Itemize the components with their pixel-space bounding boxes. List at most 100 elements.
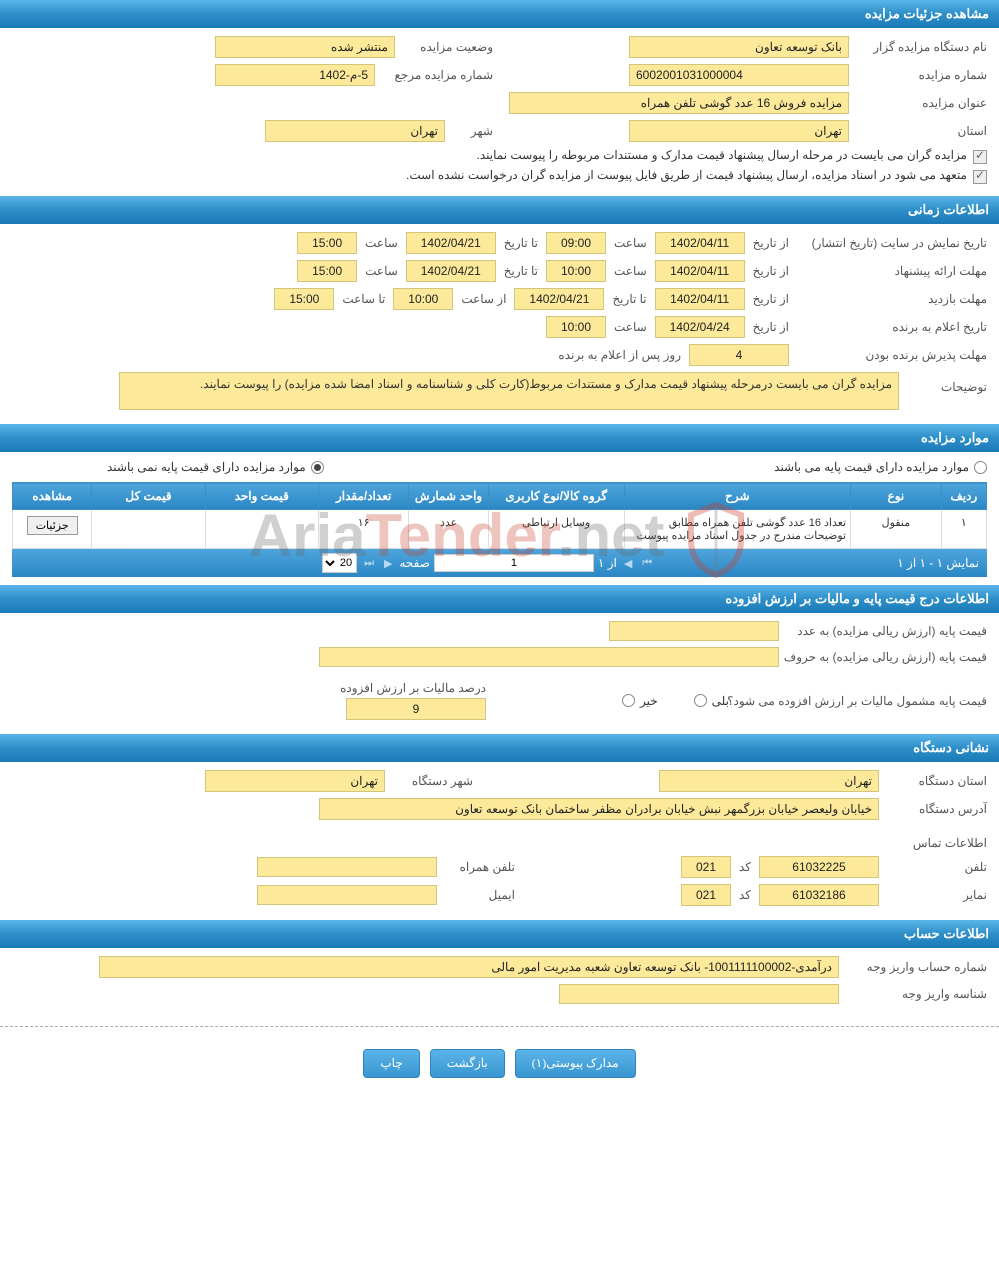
org-address-label: آدرس دستگاه [887, 802, 987, 816]
proposal-from-date: 1402/04/11 [655, 260, 745, 282]
cell-unit: عدد [409, 510, 488, 549]
org-value: بانک توسعه تعاون [629, 36, 849, 58]
proposal-from-hour: 10:00 [546, 260, 606, 282]
back-button[interactable]: بازگشت [430, 1049, 505, 1078]
ref-label: شماره مزایده مرجع [383, 68, 493, 82]
org-province-value: تهران [659, 770, 879, 792]
vat-percent-label: درصد مالیات بر ارزش افزوده [340, 681, 486, 695]
radio-no-base-label: موارد مزایده دارای قیمت پایه نمی باشند [107, 460, 306, 474]
pager-next-icon[interactable]: ▶ [381, 557, 395, 570]
items-table: ردیف نوع شرح گروه کالا/نوع کاربری واحد ش… [12, 482, 987, 549]
col-qty: تعداد/مقدار [318, 483, 409, 510]
hour-label-3: ساعت [614, 264, 647, 278]
org-address-value: خیابان ولیعصر خیابان بزرگمهر نبش خیابان … [319, 798, 879, 820]
pager-prev-icon[interactable]: ◀ [621, 557, 635, 570]
radio-vat-yes[interactable]: بلی [694, 694, 729, 708]
display-to-hour: 15:00 [297, 232, 357, 254]
email-label: ایمیل [445, 888, 515, 902]
proposal-to-date: 1402/04/21 [406, 260, 496, 282]
col-group: گروه کالا/نوع کاربری [488, 483, 624, 510]
col-view: مشاهده [13, 483, 92, 510]
fax-value: 61032186 [759, 884, 879, 906]
col-type: نوع [851, 483, 942, 510]
deposit-id-label: شناسه واریز وجه [847, 987, 987, 1001]
checkbox-docs-icon [973, 150, 987, 164]
org-label: نام دستگاه مزایده گزار [857, 40, 987, 54]
title-label: عنوان مزایده [857, 96, 987, 110]
number-value: 6002001031000004 [629, 64, 849, 86]
radio-has-base[interactable]: موارد مزایده دارای قیمت پایه می باشند [774, 460, 987, 474]
deposit-label: شماره حساب واریز وجه [847, 960, 987, 974]
radio-no-base[interactable]: موارد مزایده دارای قیمت پایه نمی باشند [107, 460, 324, 474]
province-label: استان [857, 124, 987, 138]
col-total-price: قیمت کل [92, 483, 205, 510]
org-city-value: تهران [205, 770, 385, 792]
pager-showing: نمایش ۱ - ۱ از ۱ [897, 556, 979, 570]
proposal-label: مهلت ارائه پیشنهاد [797, 264, 987, 278]
pager-last-icon[interactable]: ⏭ [361, 557, 377, 570]
radio-has-base-label: موارد مزایده دارای قیمت پایه می باشند [774, 460, 969, 474]
status-label: وضعیت مزایده [403, 40, 493, 54]
announce-date: 1402/04/24 [655, 316, 745, 338]
radio-no-label: خیر [640, 694, 658, 708]
col-unit: واحد شمارش [409, 483, 488, 510]
from-date-label-2: از تاریخ [753, 264, 789, 278]
hour-label-4: ساعت [365, 264, 398, 278]
cell-unit-price [205, 510, 318, 549]
contact-label: اطلاعات تماس [887, 836, 987, 850]
cell-type: منقول [851, 510, 942, 549]
base-text-label: قیمت پایه (ارزش ریالی مزایده) به حروف [787, 650, 987, 664]
visit-from-hour: 10:00 [393, 288, 453, 310]
pager-first-icon[interactable]: ⏮ [639, 557, 655, 570]
radio-yes-label: بلی [712, 694, 729, 708]
to-date-label-2: تا تاریخ [504, 264, 538, 278]
base-text-value [319, 647, 779, 667]
radio-vat-no[interactable]: خیر [622, 694, 658, 708]
fax-label: نمایر [887, 888, 987, 902]
section-header-org: نشانی دستگاه [0, 734, 999, 762]
to-hour-label: تا ساعت [342, 292, 385, 306]
announce-label: تاریخ اعلام به برنده [797, 320, 987, 334]
pager-bar: نمایش ۱ - ۱ از ۱ ⏮ ◀ از ۱ صفحه ▶ ⏭ 20 [12, 549, 987, 577]
pager-page-input[interactable] [434, 554, 594, 572]
print-button[interactable]: چاپ [363, 1049, 419, 1078]
phone-code: 021 [681, 856, 731, 878]
from-date-label-3: از تاریخ [753, 292, 789, 306]
hour-label-1: ساعت [614, 236, 647, 250]
checkbox-commit-label: متعهد می شود در اسناد مزایده، ارسال پیشن… [406, 168, 967, 182]
visit-label: مهلت بازدید [797, 292, 987, 306]
details-button[interactable]: جزئیات [27, 516, 78, 535]
org-province-label: استان دستگاه [887, 774, 987, 788]
phone-label: تلفن [887, 860, 987, 874]
deposit-id-value [559, 984, 839, 1004]
attachments-button[interactable]: مدارک پیوستی(۱) [515, 1049, 636, 1078]
mobile-label: تلفن همراه [445, 860, 515, 874]
proposal-to-hour: 15:00 [297, 260, 357, 282]
divider [0, 1026, 999, 1027]
table-row: ۱ منقول تعداد 16 عدد گوشی تلفن همراه مطا… [13, 510, 987, 549]
pager-page-label: صفحه [399, 556, 429, 570]
col-desc: شرح [624, 483, 851, 510]
fax-code: 021 [681, 884, 731, 906]
hour-label-2: ساعت [365, 236, 398, 250]
radio-icon [622, 694, 635, 707]
ref-value: 5-م-1402 [215, 64, 375, 86]
vat-percent-value: 9 [346, 698, 486, 720]
desc-value: مزایده گران می بایست درمرحله پیشنهاد قیم… [119, 372, 899, 410]
code-label-1: کد [739, 860, 751, 874]
col-row: ردیف [941, 483, 986, 510]
base-num-label: قیمت پایه (ارزش ریالی مزایده) به عدد [787, 624, 987, 638]
section-header-price: اطلاعات درج قیمت پایه و مالیات بر ارزش ا… [0, 585, 999, 613]
accept-label: مهلت پذیرش برنده بودن [797, 348, 987, 362]
section-header-items: موارد مزایده [0, 424, 999, 452]
number-label: شماره مزایده [857, 68, 987, 82]
to-date-label-1: تا تاریخ [504, 236, 538, 250]
desc-label: توضیحات [907, 372, 987, 394]
cell-total-price [92, 510, 205, 549]
visit-to-hour: 15:00 [274, 288, 334, 310]
title-value: مزایده فروش 16 عدد گوشی تلفن همراه [509, 92, 849, 114]
phone-value: 61032225 [759, 856, 879, 878]
status-value: منتشر شده [215, 36, 395, 58]
base-num-value [609, 621, 779, 641]
pager-size-select[interactable]: 20 [322, 553, 357, 573]
